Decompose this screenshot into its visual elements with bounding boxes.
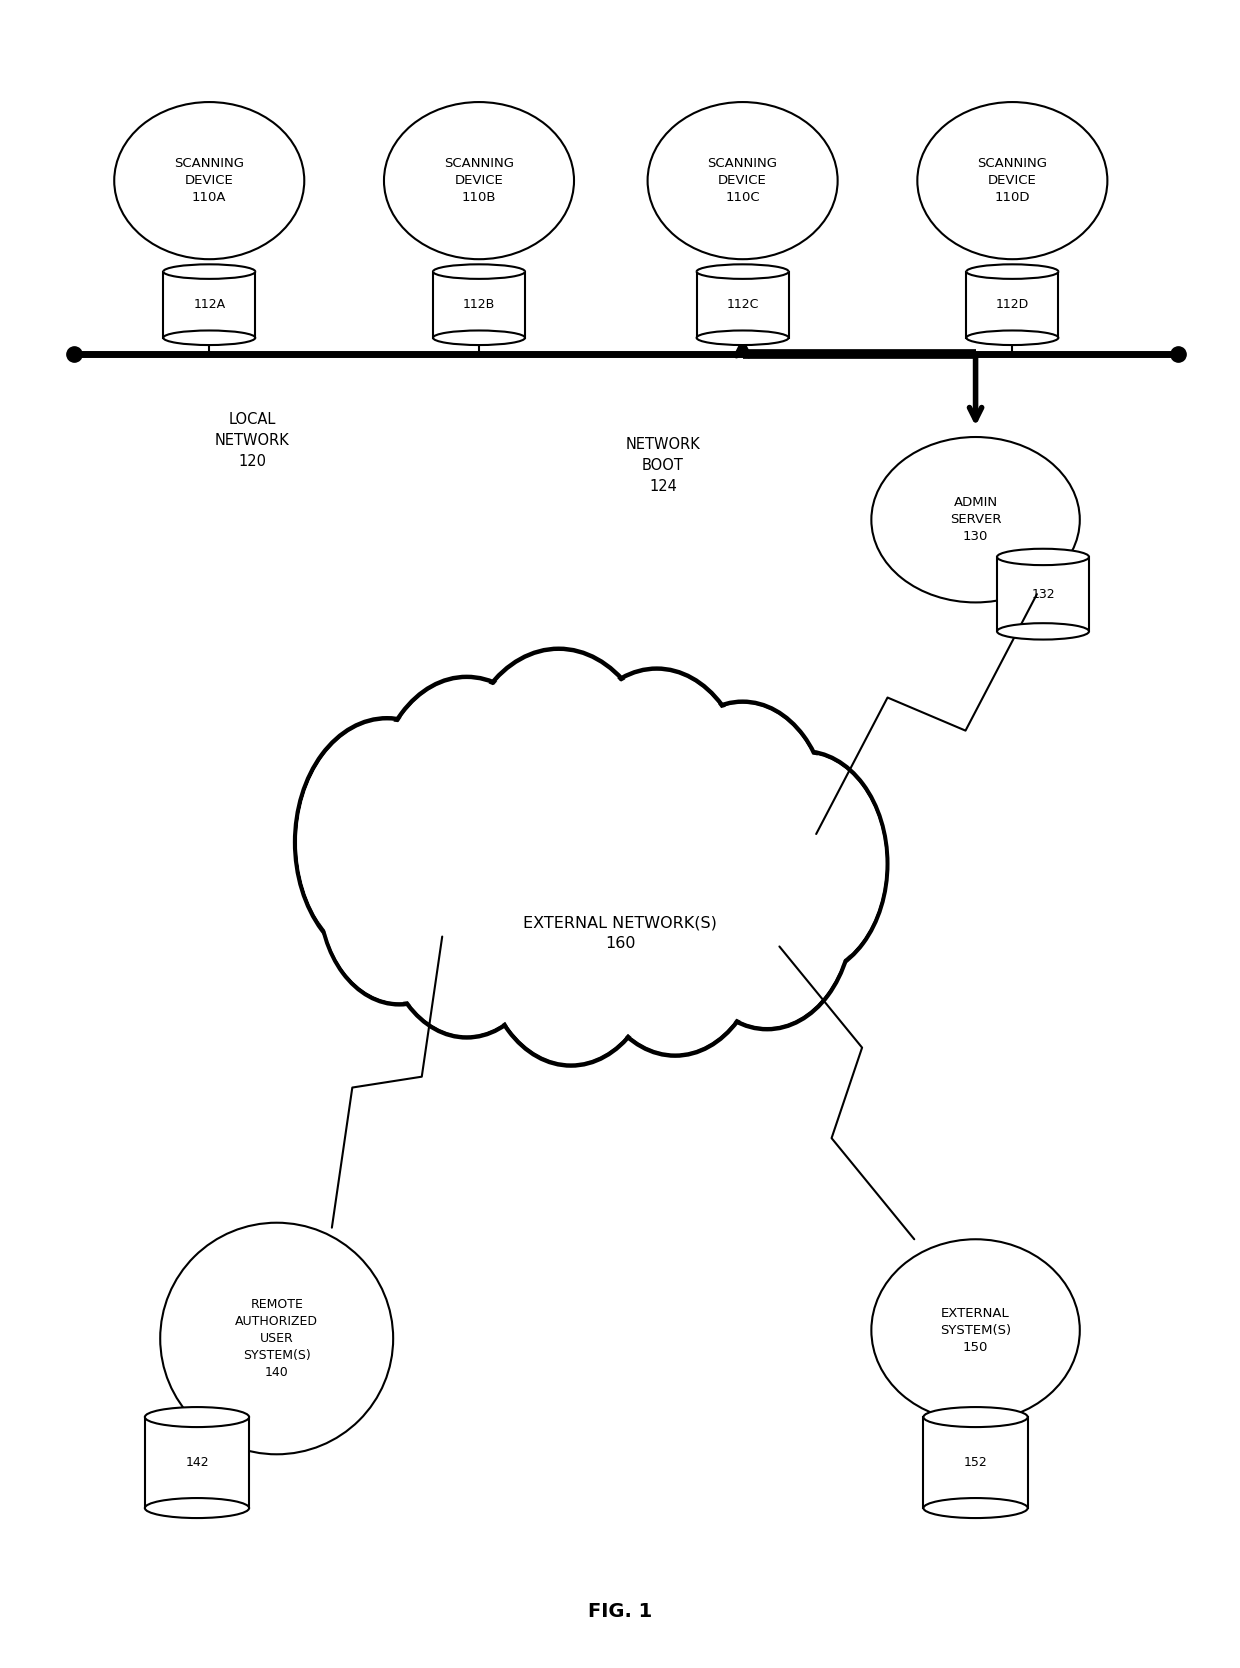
Ellipse shape [872,437,1080,602]
Bar [145,1418,249,1508]
Ellipse shape [433,330,525,345]
Bar [997,557,1089,632]
Circle shape [458,649,660,921]
Circle shape [383,812,551,1037]
Circle shape [589,821,761,1053]
Text: ADMIN
SERVER
130: ADMIN SERVER 130 [950,495,1002,544]
Circle shape [377,681,556,921]
Ellipse shape [164,330,255,345]
Ellipse shape [114,102,304,259]
Ellipse shape [966,264,1058,279]
Text: 112B: 112B [463,299,495,312]
Bar [924,1418,1028,1508]
Ellipse shape [160,1223,393,1454]
Circle shape [568,672,746,912]
Ellipse shape [164,264,255,279]
Ellipse shape [433,264,525,279]
Circle shape [386,816,548,1034]
Ellipse shape [997,624,1089,639]
Text: 132: 132 [1032,587,1055,600]
Text: SCANNING
DEVICE
110B: SCANNING DEVICE 110B [444,157,515,203]
Text: NETWORK
BOOT
124: NETWORK BOOT 124 [625,437,701,494]
Circle shape [320,789,479,1004]
Ellipse shape [145,1408,249,1428]
Circle shape [657,702,828,934]
Circle shape [587,817,764,1056]
Ellipse shape [647,102,838,259]
Circle shape [295,719,479,966]
Ellipse shape [924,1498,1028,1518]
Bar [433,272,525,337]
Circle shape [322,792,476,1001]
Text: FIG. 1: FIG. 1 [588,1601,652,1621]
Circle shape [485,831,657,1063]
Text: 142: 142 [185,1456,208,1470]
Text: SCANNING
DEVICE
110D: SCANNING DEVICE 110D [977,157,1048,203]
Circle shape [565,669,749,917]
Text: SCANNING
DEVICE
110A: SCANNING DEVICE 110A [175,157,244,203]
Ellipse shape [145,1498,249,1518]
Ellipse shape [697,330,789,345]
Ellipse shape [872,1239,1080,1421]
Text: LOCAL
NETWORK
120: LOCAL NETWORK 120 [215,412,290,469]
Ellipse shape [924,1408,1028,1428]
Circle shape [681,797,853,1029]
Circle shape [298,722,476,962]
Circle shape [461,652,656,916]
Text: 112C: 112C [727,299,759,312]
Bar [164,272,255,337]
Bar [966,272,1058,337]
Text: 152: 152 [963,1456,987,1470]
Circle shape [684,801,851,1026]
Text: EXTERNAL NETWORK(S)
160: EXTERNAL NETWORK(S) 160 [523,916,717,951]
Circle shape [374,677,559,926]
Text: SCANNING
DEVICE
110C: SCANNING DEVICE 110C [708,157,777,203]
Ellipse shape [997,549,1089,565]
Bar [697,272,789,337]
Circle shape [723,754,885,972]
Ellipse shape [697,264,789,279]
Text: EXTERNAL
SYSTEM(S)
150: EXTERNAL SYSTEM(S) 150 [940,1306,1011,1354]
Circle shape [720,751,888,976]
Text: 112D: 112D [996,299,1029,312]
Circle shape [660,706,826,929]
Circle shape [482,827,660,1066]
Ellipse shape [966,330,1058,345]
Ellipse shape [918,102,1107,259]
Text: REMOTE
AUTHORIZED
USER
SYSTEM(S)
140: REMOTE AUTHORIZED USER SYSTEM(S) 140 [236,1298,319,1379]
Ellipse shape [384,102,574,259]
Text: 112A: 112A [193,299,226,312]
